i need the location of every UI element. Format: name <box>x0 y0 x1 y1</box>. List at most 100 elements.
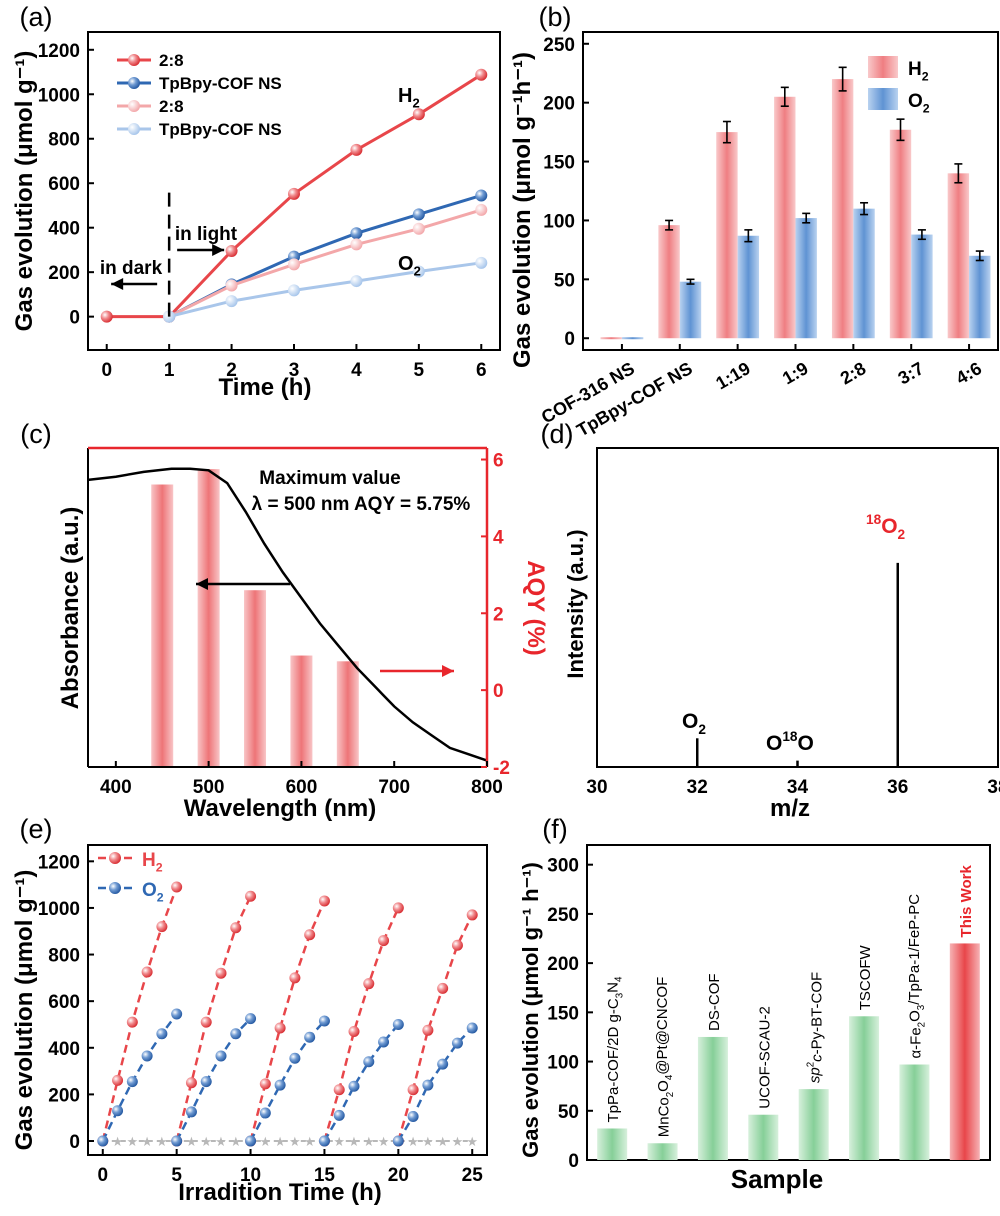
data-point <box>333 1109 345 1121</box>
data-point <box>245 1135 257 1147</box>
panel-c: 400 500 600 700 800-2 0 2 4 6 Wavelength (nm) Abso… <box>20 419 549 822</box>
h2-annotation: H2 <box>398 85 420 111</box>
text-part: 4 <box>614 976 625 982</box>
y2-tick-label: -2 <box>493 758 510 779</box>
text-part: 2 <box>898 527 906 542</box>
bar-label: sp2c-Py-BT-COF <box>805 972 825 1083</box>
text-part: H <box>398 85 412 107</box>
data-point <box>378 1036 390 1048</box>
data-point <box>112 1074 124 1086</box>
text-part: 2 <box>923 101 930 115</box>
text-part: O <box>655 1080 672 1092</box>
data-point <box>363 1056 375 1068</box>
baseline-marker: ★ <box>156 1134 168 1149</box>
baseline-marker: ★ <box>200 1134 212 1149</box>
baseline-marker: ★ <box>304 1134 316 1149</box>
y-tick-label: 1200 <box>38 852 80 873</box>
baseline-marker: ★ <box>333 1134 345 1149</box>
text-part: c <box>808 1054 825 1062</box>
legend-swatch <box>868 56 898 78</box>
panel-f: 0 50 100 150 200 250 300 Sample Gas evolution (μ… <box>518 814 991 1194</box>
data-point <box>245 890 257 902</box>
x-tick-label: 700 <box>378 777 410 798</box>
text-part: 2 <box>805 1062 816 1067</box>
baseline-marker: ★ <box>437 1134 449 1149</box>
bar <box>831 79 854 339</box>
y-tick-label: 200 <box>48 263 80 284</box>
data-point <box>126 1076 138 1088</box>
bar <box>658 225 680 339</box>
bar <box>949 943 980 1160</box>
data-point <box>185 1077 197 1089</box>
series-line <box>175 895 252 1142</box>
baseline-marker: ★ <box>141 1134 153 1149</box>
bar <box>947 173 970 339</box>
data-point <box>259 1107 271 1119</box>
x-tick-label: 400 <box>100 777 132 798</box>
text-part: DS-COF <box>706 973 723 1031</box>
text-part: O <box>798 732 814 755</box>
y-tick-label: 150 <box>543 153 575 174</box>
y-tick-label: 100 <box>547 1053 579 1074</box>
data-point <box>128 100 140 112</box>
baseline-marker: ★ <box>127 1134 139 1149</box>
bar <box>889 129 912 339</box>
data-point <box>289 1052 301 1064</box>
x-tick-label: 5 <box>171 1165 182 1186</box>
bar <box>748 1114 779 1160</box>
data-point <box>215 1050 227 1062</box>
x-tick-label: 15 <box>314 1165 336 1186</box>
text-part: 18 <box>782 729 798 744</box>
data-point <box>126 1016 138 1028</box>
y-tick-label: 250 <box>543 35 575 56</box>
text-part: 2 <box>412 96 419 111</box>
data-point <box>437 982 449 994</box>
x-axis-title: Wavelength (nm) <box>184 795 376 822</box>
data-point <box>97 1135 109 1147</box>
text-part: MnCo <box>656 1097 673 1137</box>
data-point <box>318 1135 330 1147</box>
y-tick-label: 0 <box>69 1132 80 1153</box>
data-point <box>363 978 375 990</box>
data-point <box>288 187 300 200</box>
bar-label: TpPa-COF/2D g-C3N4 <box>604 976 625 1122</box>
y-tick-label: 1000 <box>38 899 80 920</box>
y-tick-label: 600 <box>48 174 80 195</box>
y-axis-title: Gas evolution (μmol g⁻¹) <box>11 870 38 1151</box>
x-tick-label: 34 <box>787 777 809 798</box>
series-line <box>168 193 482 318</box>
baseline-marker: ★ <box>112 1134 124 1149</box>
data-point <box>200 1016 212 1028</box>
y2-tick-label: 2 <box>493 604 504 625</box>
y-tick-label: 300 <box>547 856 579 877</box>
data-point <box>156 921 168 933</box>
bar <box>621 337 644 340</box>
data-point <box>475 68 488 81</box>
data-point <box>171 1135 183 1147</box>
data-point <box>225 279 238 292</box>
x-tick-label: 6 <box>476 360 487 381</box>
panel-letter: (f) <box>542 814 567 844</box>
bar <box>697 1036 728 1160</box>
bar <box>795 218 817 339</box>
data-point <box>348 1080 360 1092</box>
legend-label: TpBpy-COF NS <box>159 74 282 93</box>
legend-marker <box>109 882 121 894</box>
x-axis-title: Time (h) <box>219 374 312 401</box>
text-part: O <box>682 710 698 733</box>
x-tick-label: 600 <box>286 777 318 798</box>
data-point <box>451 1037 463 1049</box>
plot-frame <box>596 447 999 768</box>
x-tick-label: 4:6 <box>953 358 986 388</box>
y-tick-label: 150 <box>547 1003 579 1024</box>
data-point <box>412 265 425 278</box>
data-point <box>288 258 300 271</box>
data-point <box>412 208 425 221</box>
baseline-marker: ★ <box>260 1134 272 1149</box>
baseline-marker: ★ <box>422 1134 434 1149</box>
peak-label-o18o: O18O <box>766 729 814 755</box>
y-tick-label: 200 <box>48 1085 80 1106</box>
panel-letter: (a) <box>20 2 53 32</box>
text-part: sp <box>807 1067 824 1083</box>
